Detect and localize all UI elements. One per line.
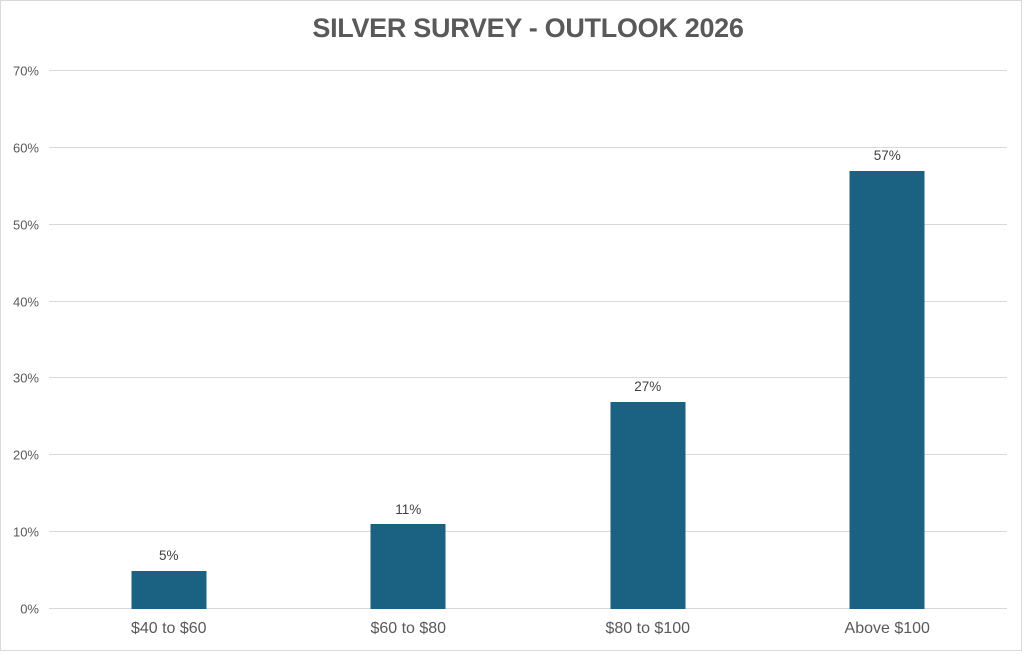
gridline-60 [49, 146, 1007, 148]
y-axis-tick-labels: 0% 10% 20% 30% 40% 50% 60% 70% [1, 65, 39, 616]
x-tick-label: Above $100 [844, 620, 930, 637]
bar-slot: 11% [289, 71, 529, 609]
gridline-30 [49, 377, 1007, 379]
y-tick-label: 30% [12, 370, 39, 386]
gridline-20 [49, 454, 1007, 456]
bar-2 [610, 401, 686, 609]
bar-1 [370, 524, 446, 609]
y-tick-label: 70% [12, 63, 39, 79]
y-tick-label: 50% [12, 217, 39, 233]
data-label: 57% [873, 148, 901, 164]
x-axis-line [49, 608, 1007, 609]
plot-area: 5% 11% 27% 57% [49, 70, 1007, 609]
bar-0 [131, 570, 207, 609]
x-tick-label: $60 to $80 [370, 620, 447, 637]
x-axis-tick-labels: $40 to $60 $60 to $80 $80 to $100 Above $10… [49, 618, 1007, 640]
gridline-70 [49, 70, 1007, 71]
bar-slot: 57% [768, 71, 1008, 609]
bar-series: 5% 11% 27% 57% [49, 71, 1007, 609]
data-label: 5% [158, 548, 179, 564]
x-tick-label: $80 to $100 [605, 620, 691, 637]
gridline-10 [49, 531, 1007, 533]
gridline-40 [49, 300, 1007, 302]
y-tick-label: 60% [12, 140, 39, 156]
chart-title: SILVER SURVEY - OUTLOOK 2026 [312, 13, 744, 43]
gridline-50 [49, 223, 1007, 225]
y-tick-label: 0% [20, 601, 39, 617]
data-label: 27% [634, 378, 662, 394]
y-tick-label: 20% [12, 447, 39, 463]
bar-slot: 5% [49, 71, 289, 609]
bar-3 [849, 170, 925, 609]
data-label: 11% [395, 501, 422, 517]
x-tick-label: $40 to $60 [130, 620, 207, 637]
y-tick-label: 10% [12, 524, 39, 540]
y-tick-label: 40% [12, 294, 39, 310]
bar-slot: 27% [528, 71, 768, 609]
